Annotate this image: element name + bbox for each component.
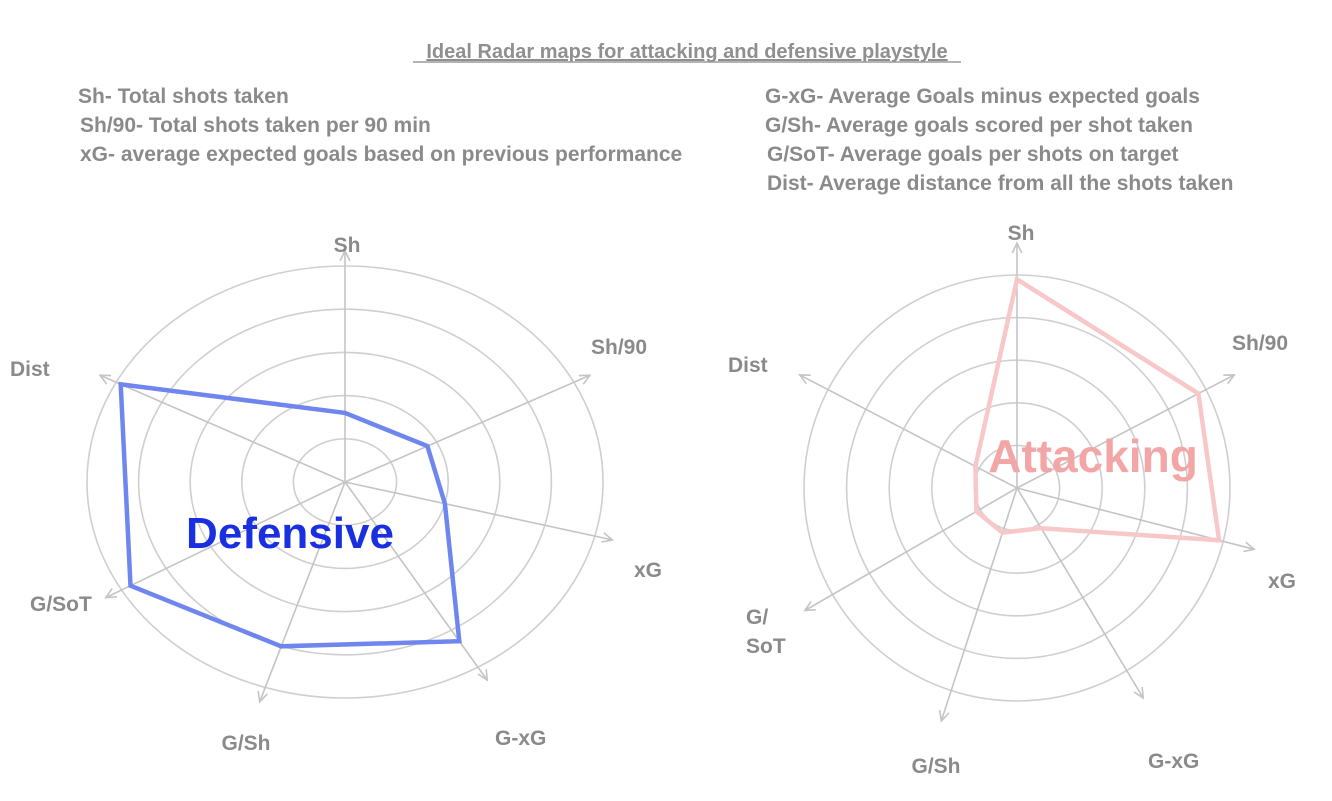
axis-arrowhead: [578, 374, 592, 385]
axis-arrowhead: [939, 709, 950, 723]
axis-spoke: [105, 481, 346, 599]
axis-arrowhead: [601, 532, 615, 543]
axis-label: Sh: [334, 234, 361, 257]
axis-label: G/Sh: [221, 732, 270, 755]
legend-right-item: Dist- Average distance from all the shot…: [767, 172, 1233, 195]
axis-spoke: [940, 487, 1018, 722]
axis-arrowhead: [339, 249, 351, 262]
legend-left: Sh- Total shots taken Sh/90- Total shots…: [78, 85, 682, 166]
axis-label: G-xG: [1148, 750, 1199, 773]
axis-label: xG: [1268, 570, 1296, 593]
figure-title: Ideal Radar maps for attacking and defen…: [426, 41, 947, 63]
axis-label: Sh/90: [1232, 332, 1288, 355]
axis-arrowhead: [1133, 686, 1145, 700]
axis-spoke: [344, 481, 613, 541]
axis-label: xG: [634, 559, 662, 582]
legend-left-item: Sh/90- Total shots taken per 90 min: [80, 114, 431, 137]
axis-spoke: [344, 374, 591, 483]
chart-name-label: Attacking: [988, 430, 1198, 482]
axis-label: Dist: [10, 358, 50, 381]
axis-arrowhead: [1223, 374, 1236, 385]
axis-arrowhead: [257, 690, 268, 704]
axis-arrowhead: [1011, 241, 1023, 254]
axis-spoke: [99, 374, 346, 483]
axis-label: G-xG: [495, 727, 546, 750]
legend-right-item: G/Sh- Average goals scored per shot take…: [765, 114, 1193, 137]
axis-spoke: [804, 487, 1018, 612]
radar-series-polygon: [973, 275, 1222, 543]
radar-chart-defensive: Sh Sh/90 xG G-xG G/Sh G/SoT Dist Defensive: [10, 234, 662, 755]
axis-spoke: [799, 374, 1018, 489]
axis-arrowhead: [803, 600, 816, 612]
legend-right: G-xG- Average Goals minus expected goals…: [765, 85, 1233, 195]
radar-series-polygon: [118, 381, 462, 649]
radar-chart-attacking: Sh Sh/90 xG G-xG G/Sh G/SoT Dist Attacking: [728, 222, 1296, 778]
axis-label: Dist: [728, 354, 768, 377]
axis-label: G/SoT: [746, 606, 786, 658]
axis-spoke: [1016, 487, 1144, 699]
legend-right-item: G/SoT- Average goals per shots on target: [767, 143, 1179, 166]
axis-label: Sh: [1008, 222, 1035, 245]
legend-left-item: xG- average expected goals based on prev…: [80, 143, 682, 166]
axis-arrowhead: [1243, 541, 1256, 553]
axis-arrowhead: [477, 669, 489, 682]
axis-label: Sh/90: [591, 336, 647, 359]
legend-left-item: Sh- Total shots taken: [78, 85, 289, 108]
axis-spoke: [344, 481, 488, 681]
axis-label: G/Sh: [911, 755, 960, 778]
axis-arrowhead: [798, 374, 811, 385]
axis-spoke: [258, 481, 346, 703]
chart-name-label: Defensive: [186, 509, 394, 558]
axis-arrowhead: [104, 588, 117, 599]
axis-arrowhead: [98, 374, 112, 385]
axis-label: G/SoT: [30, 593, 92, 616]
legend-right-item: G-xG- Average Goals minus expected goals: [765, 85, 1200, 108]
